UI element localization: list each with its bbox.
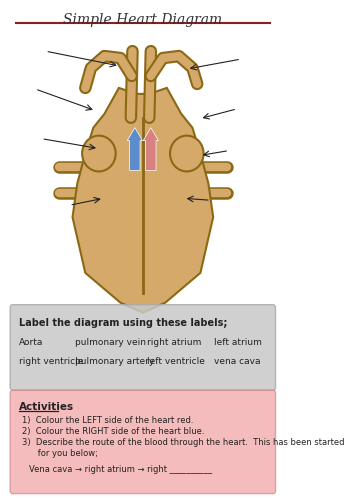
Text: Aorta: Aorta	[19, 338, 43, 346]
Text: 2)  Colour the RIGHT side of the heart blue.: 2) Colour the RIGHT side of the heart bl…	[22, 427, 205, 436]
Ellipse shape	[170, 136, 204, 172]
Polygon shape	[73, 88, 213, 312]
Ellipse shape	[82, 136, 116, 172]
FancyBboxPatch shape	[10, 304, 275, 390]
FancyBboxPatch shape	[10, 390, 275, 494]
Text: 3)  Describe the route of the blood through the heart.  This has been started: 3) Describe the route of the blood throu…	[22, 438, 345, 447]
Text: Activities: Activities	[19, 402, 74, 412]
Text: Simple Heart Diagram: Simple Heart Diagram	[63, 14, 222, 28]
Text: for you below;: for you below;	[22, 449, 98, 458]
Text: pulmonary artery: pulmonary artery	[75, 358, 154, 366]
Text: vena cava: vena cava	[214, 358, 261, 366]
FancyArrow shape	[127, 128, 142, 170]
Text: 1)  Colour the LEFT side of the heart red.: 1) Colour the LEFT side of the heart red…	[22, 416, 194, 425]
FancyArrow shape	[143, 128, 159, 170]
Text: right ventricle: right ventricle	[19, 358, 83, 366]
Text: Label the diagram using these labels;: Label the diagram using these labels;	[19, 318, 227, 328]
Text: left atrium: left atrium	[214, 338, 262, 346]
Text: pulmonary vein: pulmonary vein	[75, 338, 146, 346]
Text: Vena cava → right atrium → right __________: Vena cava → right atrium → right _______…	[29, 465, 212, 474]
Text: right atrium: right atrium	[147, 338, 201, 346]
Text: left ventricle: left ventricle	[147, 358, 205, 366]
